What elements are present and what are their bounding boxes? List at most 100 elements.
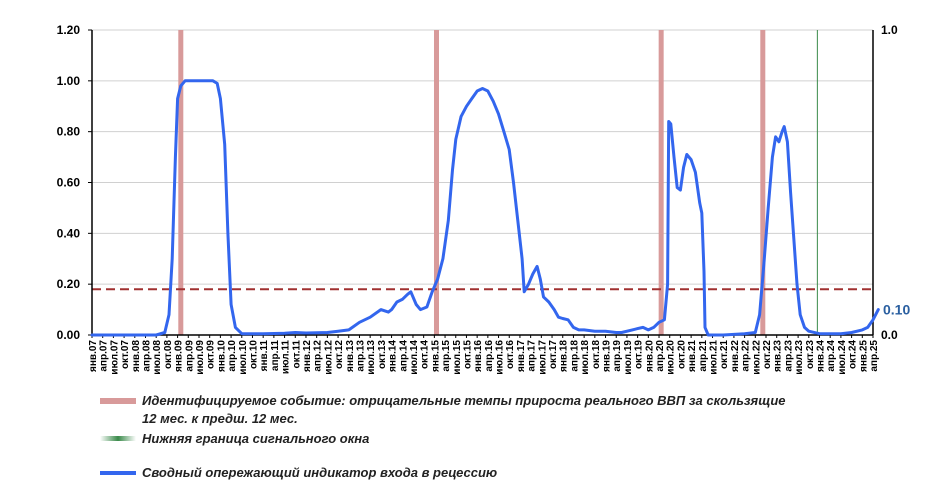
x-tick-label: янв.17 xyxy=(516,340,527,372)
y-tick-label: 0.20 xyxy=(57,277,81,291)
x-tick-label: янв.12 xyxy=(302,340,313,372)
x-tick-label: апр.17 xyxy=(527,340,538,372)
x-tick-label: июл.11 xyxy=(281,340,292,375)
x-tick-label: окт.14 xyxy=(420,340,431,369)
x-tick-label: янв.22 xyxy=(730,340,741,372)
x-tick-label: янв.16 xyxy=(473,340,484,372)
x-tick-label: апр.20 xyxy=(655,340,666,372)
indicator-line xyxy=(90,79,880,337)
x-tick-label: окт.07 xyxy=(120,340,131,369)
x-tick-label: окт.20 xyxy=(676,340,687,369)
x-tick-label: янв.13 xyxy=(345,340,356,372)
end-value-text: 0.10 xyxy=(883,302,910,318)
x-tick-label: окт.22 xyxy=(762,340,773,369)
x-tick-label: окт.16 xyxy=(505,340,516,369)
y-tick-label: 1.20 xyxy=(57,23,81,37)
x-tick-label: янв.20 xyxy=(644,340,655,372)
x-tick-label: июл.13 xyxy=(366,340,377,375)
x-tick-label: июл.16 xyxy=(495,340,506,375)
x-tick-label: апр.18 xyxy=(569,340,580,372)
legend-label-event: Идентифицируемое событие: отрицательные … xyxy=(142,393,786,408)
x-tick-label: июл.22 xyxy=(751,340,762,375)
x-tick-label: окт.13 xyxy=(377,340,388,369)
y-tick-label: 1.00 xyxy=(57,74,81,88)
x-tick-label: апр.22 xyxy=(741,340,752,372)
x-tick-label: июл.07 xyxy=(109,340,120,375)
y-tick-label: 0.00 xyxy=(57,328,81,342)
x-tick-label: июл.18 xyxy=(580,340,591,375)
event-bar xyxy=(178,30,184,335)
x-tick-label: янв.11 xyxy=(259,340,270,372)
x-tick-label: окт.12 xyxy=(334,340,345,369)
x-tick-label: янв.07 xyxy=(88,340,99,372)
legend-swatch-event xyxy=(100,398,136,404)
x-tick-label: июл.24 xyxy=(837,340,848,375)
legend: Идентифицируемое событие: отрицательные … xyxy=(100,392,900,484)
legend-label-window: Нижняя граница сигнального окна xyxy=(142,431,370,446)
x-tick-label: апр.19 xyxy=(612,340,623,372)
x-tick-label: окт.10 xyxy=(248,340,259,369)
event-bar xyxy=(433,30,439,335)
y-tick-label: 0.40 xyxy=(57,226,81,240)
x-tick-label: апр.21 xyxy=(698,340,709,372)
x-tick-label: окт.23 xyxy=(805,340,816,369)
x-tick-label: янв.10 xyxy=(216,340,227,372)
x-tick-label: окт.17 xyxy=(548,340,559,369)
x-tick-label: окт.19 xyxy=(634,340,645,369)
y-right-tick-label: 1.0 xyxy=(881,23,898,37)
x-tick-label: янв.08 xyxy=(131,340,142,372)
x-tick-label: апр.11 xyxy=(270,340,281,371)
x-tick-label: июл.14 xyxy=(409,340,420,375)
event-bar xyxy=(658,30,664,335)
legend-item-event: Идентифицируемое событие: отрицательные … xyxy=(100,392,900,428)
x-tick-label: янв.15 xyxy=(430,340,441,372)
y-tick-label: 0.80 xyxy=(57,125,81,139)
y-tick-label: 0.60 xyxy=(57,176,81,190)
x-tick-label: апр.13 xyxy=(355,340,366,372)
x-tick-label: апр.09 xyxy=(184,340,195,372)
x-tick-label: окт.11 xyxy=(291,340,302,369)
legend-item-window: Нижняя граница сигнального окна xyxy=(100,430,900,448)
end-value-label: 0.10 xyxy=(883,302,910,318)
legend-label-event-line2: 12 мес. к предш. 12 мес. xyxy=(142,411,298,426)
x-tick-label: апр.07 xyxy=(99,340,110,372)
x-tick-label: окт.15 xyxy=(462,340,473,369)
x-tick-label: апр.10 xyxy=(227,340,238,372)
x-tick-label: июл.21 xyxy=(709,340,720,375)
x-tick-label: апр.24 xyxy=(826,340,837,372)
x-tick-label: апр.15 xyxy=(441,340,452,372)
legend-label-indicator: Сводный опережающий индикатор входа в ре… xyxy=(142,465,498,480)
x-tick-label: июл.23 xyxy=(794,340,805,375)
x-tick-label: янв.18 xyxy=(559,340,570,372)
x-tick-label: апр.12 xyxy=(313,340,324,372)
x-tick-label: июл.17 xyxy=(537,340,548,375)
x-tick-label: окт.21 xyxy=(719,340,730,369)
y-axis-right-ticks: 0.0 1.0 xyxy=(881,23,898,342)
y-axis-left-ticks: 0.00 0.20 0.40 0.60 0.80 1.00 1.20 xyxy=(57,23,92,342)
x-tick-label: янв.23 xyxy=(773,340,784,372)
x-tick-label: янв.21 xyxy=(687,340,698,372)
x-tick-label: апр.25 xyxy=(869,340,880,372)
x-tick-label: апр.16 xyxy=(484,340,495,372)
x-tick-label: июл.12 xyxy=(323,340,334,375)
legend-item-indicator: Сводный опережающий индикатор входа в ре… xyxy=(100,464,900,482)
x-tick-label: окт.09 xyxy=(206,340,217,369)
x-tick-label: янв.19 xyxy=(602,340,613,372)
legend-swatch-window xyxy=(100,436,136,441)
event-bars xyxy=(178,30,766,335)
x-tick-label: июл.20 xyxy=(666,340,677,375)
x-tick-label: окт.08 xyxy=(163,340,174,369)
x-tick-label: янв.25 xyxy=(858,340,869,372)
x-tick-label: янв.14 xyxy=(388,340,399,372)
x-tick-label: янв.24 xyxy=(816,340,827,372)
x-tick-label: июл.09 xyxy=(195,340,206,375)
x-tick-label: окт.18 xyxy=(591,340,602,369)
event-bar xyxy=(760,30,766,335)
x-tick-label: окт.24 xyxy=(848,340,859,369)
x-tick-label: апр.08 xyxy=(141,340,152,372)
legend-swatch-indicator xyxy=(100,471,136,475)
x-tick-label: июл.15 xyxy=(452,340,463,375)
x-tick-label: апр.23 xyxy=(783,340,794,372)
x-tick-label: янв.09 xyxy=(174,340,185,372)
